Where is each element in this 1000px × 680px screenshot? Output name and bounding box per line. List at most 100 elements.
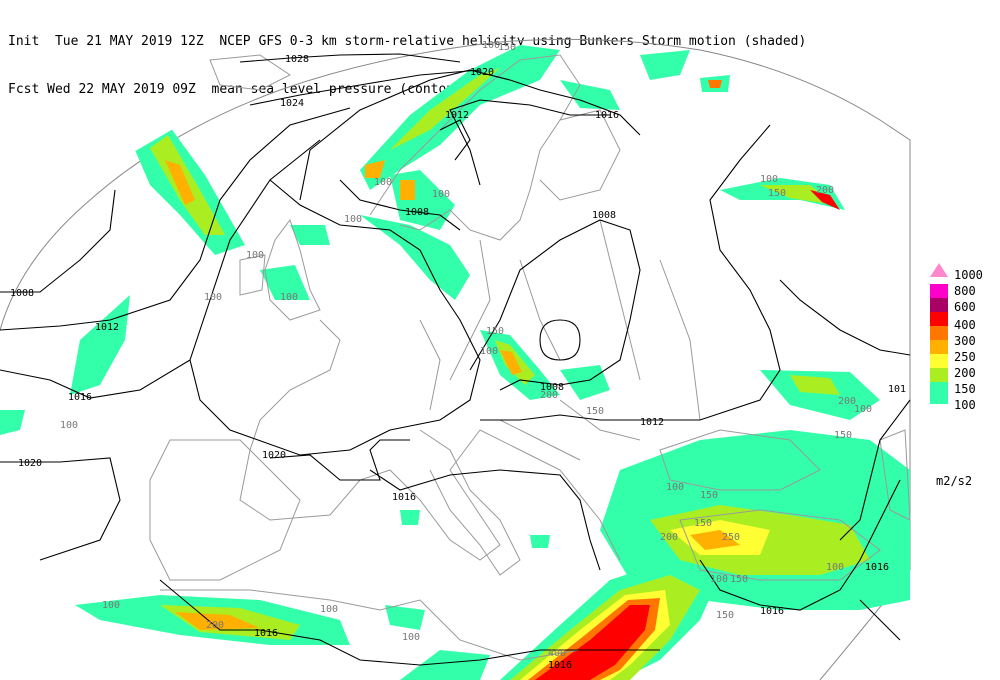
coastline-black-sea	[659, 429, 821, 491]
isobar-label: 1008	[405, 207, 429, 218]
legend-triangle-icon	[930, 263, 948, 277]
legend-swatch-600	[930, 298, 948, 312]
coastline-iceland	[209, 54, 291, 91]
legend-label: 400	[954, 318, 976, 332]
helicity-label: 100	[102, 600, 120, 611]
isobar-label: 1024	[280, 98, 304, 109]
helicity-area	[560, 365, 610, 400]
helicity-label: 100	[482, 40, 500, 51]
helicity-area	[790, 375, 840, 395]
isobar-1028	[239, 53, 461, 63]
isobar-label: 1008	[592, 210, 616, 221]
helicity-area	[390, 68, 500, 150]
legend-units: m2/s2	[936, 474, 973, 488]
helicity-area	[290, 225, 330, 245]
isobar-low-center	[539, 319, 581, 361]
isobar-east-curve	[779, 279, 911, 356]
legend-swatch-250	[930, 340, 948, 354]
isobar-west-1020	[0, 457, 121, 561]
helicity-area	[390, 170, 455, 230]
isobar-1008-central	[469, 219, 641, 391]
isobar-central-1020	[269, 439, 410, 481]
helicity-label: 150	[498, 42, 516, 53]
isobar-label: 1020	[470, 67, 494, 78]
isobar-label: 1008	[540, 382, 564, 393]
helicity-label: 200	[660, 532, 678, 543]
header-init-line: Init Tue 21 MAY 2019 12Z NCEP GFS 0-3 km…	[8, 34, 807, 49]
helicity-label: 100	[826, 562, 844, 573]
isobar-label: 1016	[760, 606, 784, 617]
isobar-label: 1020	[18, 458, 42, 469]
isobar-1012-north	[439, 119, 471, 161]
coastlines	[149, 54, 911, 661]
legend-swatch-1000	[930, 262, 948, 277]
isobar-east-1016	[699, 479, 901, 611]
helicity-label: 200	[838, 396, 856, 407]
legend-swatch-150	[930, 368, 948, 382]
helicity-label: 100	[204, 292, 222, 303]
helicity-label: 100	[432, 189, 450, 200]
helicity-label: 100	[854, 404, 872, 415]
legend-swatch-100	[930, 382, 948, 404]
helicity-area	[0, 410, 25, 435]
legend-label: 100	[954, 398, 976, 412]
helicity-label: 100	[246, 250, 264, 261]
isobar-label: 1016	[392, 492, 416, 503]
helicity-label: 150	[700, 490, 718, 501]
isobar-label: 101	[888, 384, 906, 395]
map-domain-boundary	[0, 38, 911, 680]
helicity-area	[360, 215, 470, 300]
helicity-area	[360, 45, 560, 190]
isobar-central-1016	[189, 179, 481, 456]
isobar-label: 1016	[595, 110, 619, 121]
helicity-label: 200	[816, 185, 834, 196]
country-borders	[419, 219, 701, 461]
helicity-label: 150	[716, 610, 734, 621]
coastline-africa	[160, 589, 581, 661]
isobar-label: 1012	[445, 110, 469, 121]
helicity-area	[260, 265, 310, 300]
helicity-area	[560, 80, 620, 110]
helicity-area	[810, 190, 840, 210]
helicity-label: 150	[768, 188, 786, 199]
isobar-label: 1016	[254, 628, 278, 639]
legend-label: 150	[954, 382, 976, 396]
legend-label: 250	[954, 350, 976, 364]
isobar-label: 1012	[640, 417, 664, 428]
helicity-area	[400, 650, 490, 680]
helicity-label: 200	[540, 390, 558, 401]
helicity-shading	[0, 45, 910, 680]
helicity-label: 100	[402, 632, 420, 643]
legend-label: 1000	[954, 268, 983, 282]
helicity-label: 150	[586, 406, 604, 417]
helicity-area	[500, 350, 522, 375]
helicity-label: 100	[710, 574, 728, 585]
coastline-europe	[239, 319, 621, 561]
helicity-label: 150	[694, 518, 712, 529]
helicity-label: 100	[344, 214, 362, 225]
coastline-caspian	[879, 429, 911, 521]
legend-label: 200	[954, 366, 976, 380]
isobar-1016-north	[449, 99, 610, 186]
coastline-iberia	[149, 439, 301, 581]
isobar-label: 1016	[548, 660, 572, 671]
helicity-label: 250	[722, 532, 740, 543]
helicity-area	[708, 80, 722, 88]
isobar-label: 1016	[865, 562, 889, 573]
helicity-area	[760, 370, 880, 420]
isobar-west-1008	[0, 189, 116, 293]
isobar-central-1012	[480, 124, 781, 421]
map-header: Init Tue 21 MAY 2019 12Z NCEP GFS 0-3 km…	[8, 2, 806, 114]
isobar-label: 1008	[10, 288, 34, 299]
helicity-label: 100	[60, 420, 78, 431]
helicity-area	[165, 160, 195, 205]
coastline-scandinavia	[369, 54, 581, 241]
isobar-label: 1028	[285, 54, 309, 65]
helicity-label: 200	[206, 620, 224, 631]
isobar-1008-low	[339, 179, 461, 231]
helicity-area	[530, 535, 550, 548]
isobar-label-layer: 1028 1024 1020 1016 1012 1012 1008 1008 …	[10, 54, 906, 671]
isobar-africa-1016	[159, 579, 660, 666]
helicity-label: 100	[280, 292, 298, 303]
